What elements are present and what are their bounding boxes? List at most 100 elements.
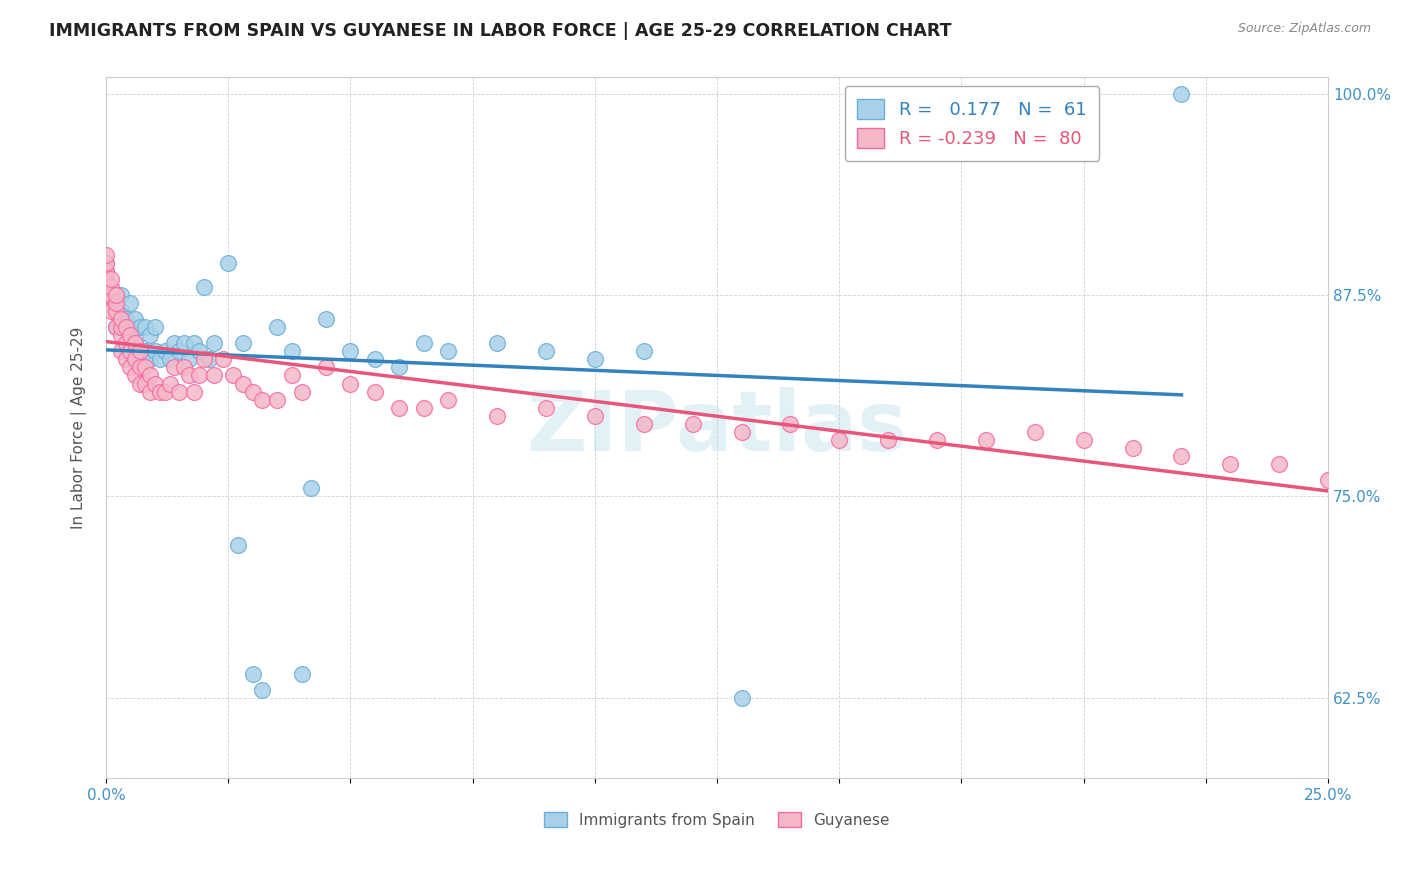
Point [149,352,172,367]
Point [129,320,152,334]
Point [281,368,304,383]
Point [1122,441,1144,455]
Point [94,272,117,286]
Point [100,272,122,286]
Point [110,304,132,318]
Point [139,368,162,383]
Point [139,384,162,399]
Point [139,352,162,367]
Point [1219,457,1241,471]
Point [583,352,606,367]
Point [169,344,191,359]
Point [143,376,166,391]
Point [682,417,704,431]
Point [104,296,127,310]
Point [153,344,176,359]
Point [534,344,557,359]
Point [364,384,387,399]
Point [281,344,304,359]
Point [94,256,117,270]
Point [232,336,254,351]
Point [104,304,127,318]
Point [120,296,142,310]
Point [124,312,146,326]
Point [877,433,900,447]
Point [299,481,322,495]
Point [104,320,127,334]
Point [232,376,254,391]
Point [94,256,117,270]
Point [242,666,264,681]
Point [104,288,127,302]
Legend: Immigrants from Spain, Guyanese: Immigrants from Spain, Guyanese [538,805,896,834]
Point [388,401,411,415]
Point [94,280,117,294]
Point [94,296,117,310]
Point [633,417,655,431]
Point [412,401,434,415]
Point [212,352,235,367]
Point [114,320,136,334]
Point [315,312,337,326]
Point [114,352,136,367]
Point [437,392,460,407]
Point [266,392,288,407]
Point [187,344,209,359]
Point [730,425,752,439]
Point [94,272,117,286]
Point [149,384,172,399]
Text: IMMIGRANTS FROM SPAIN VS GUYANESE IN LABOR FORCE | AGE 25-29 CORRELATION CHART: IMMIGRANTS FROM SPAIN VS GUYANESE IN LAB… [49,22,952,40]
Point [94,288,117,302]
Point [339,376,361,391]
Point [828,433,851,447]
Point [129,376,152,391]
Point [163,360,186,375]
Point [104,304,127,318]
Point [193,280,215,294]
Point [315,360,337,375]
Point [1170,449,1192,463]
Point [94,280,117,294]
Point [124,336,146,351]
Point [120,320,142,334]
Point [104,320,127,334]
Point [193,352,215,367]
Point [226,538,249,552]
Point [120,328,142,343]
Point [114,336,136,351]
Point [177,368,200,383]
Point [134,320,156,334]
Point [173,336,195,351]
Point [633,344,655,359]
Point [222,368,245,383]
Point [143,320,166,334]
Point [1073,433,1095,447]
Point [779,417,801,431]
Point [364,352,387,367]
Point [266,320,288,334]
Point [129,344,152,359]
Point [139,328,162,343]
Point [120,344,142,359]
Point [104,288,127,302]
Point [187,368,209,383]
Point [114,336,136,351]
Point [1317,473,1340,487]
Point [110,312,132,326]
Point [183,384,205,399]
Point [197,352,219,367]
Point [974,433,997,447]
Point [1170,87,1192,101]
Point [290,666,312,681]
Point [94,264,117,278]
Point [100,296,122,310]
Point [143,344,166,359]
Point [120,360,142,375]
Point [153,384,176,399]
Point [730,690,752,705]
Point [1268,457,1291,471]
Point [173,360,195,375]
Point [583,409,606,423]
Point [486,336,509,351]
Point [159,352,181,367]
